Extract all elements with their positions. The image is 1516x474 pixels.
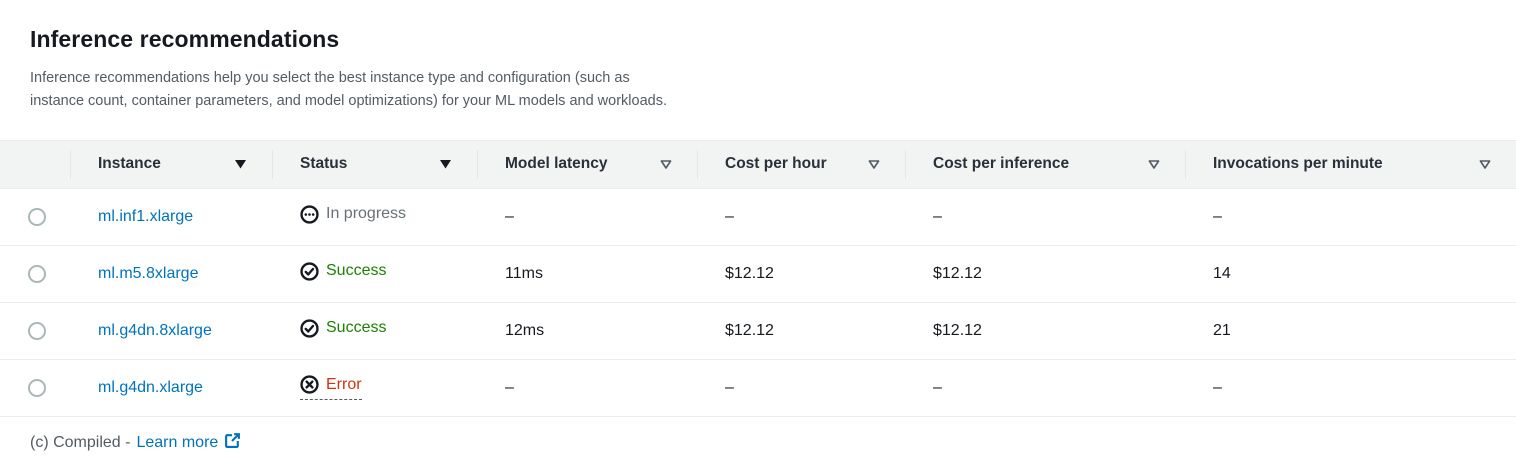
success-check-icon — [300, 319, 319, 338]
column-label: Invocations per minute — [1213, 155, 1383, 173]
table-header-row: Instance Status Model latency Cost per h… — [0, 139, 1516, 189]
learn-more-link[interactable]: Learn more — [136, 432, 241, 454]
model-latency-cell: – — [505, 207, 514, 225]
sortable-icon[interactable] — [1148, 160, 1160, 169]
column-label: Status — [300, 155, 348, 173]
panel-description: Inference recommendations help you selec… — [30, 67, 1486, 113]
column-header-status[interactable]: Status — [272, 141, 477, 188]
status-label: Error — [326, 375, 362, 393]
sortable-icon[interactable] — [868, 160, 880, 169]
cost-per-hour-cell: $12.12 — [725, 321, 774, 339]
status-cell: Success — [272, 262, 477, 286]
instance-link[interactable]: ml.m5.8xlarge — [98, 264, 199, 282]
column-label: Instance — [98, 155, 161, 173]
page-title: Inference recommendations — [30, 26, 340, 52]
model-latency-cell: 12ms — [505, 321, 545, 339]
invocations-per-minute-cell: 14 — [1213, 264, 1231, 282]
error-status-tooltip-trigger[interactable]: Error — [300, 375, 362, 401]
cost-per-inference-cell: $12.12 — [933, 264, 982, 282]
column-label: Cost per inference — [933, 155, 1070, 173]
cost-per-inference-cell: $12.12 — [933, 321, 982, 339]
status-cell: Success — [272, 319, 477, 343]
cost-per-inference-cell: – — [933, 207, 942, 225]
cost-per-inference-cell: – — [933, 378, 942, 396]
column-label: Model latency — [505, 155, 608, 173]
row-select-cell — [0, 378, 70, 397]
cost-per-hour-cell: $12.12 — [725, 264, 774, 282]
invocations-per-minute-cell: – — [1213, 207, 1222, 225]
row-select-cell — [0, 264, 70, 283]
compiled-note: (c) Compiled - — [30, 433, 131, 451]
instance-cell: ml.inf1.xlarge — [70, 208, 272, 226]
learn-more-label: Learn more — [136, 433, 219, 451]
status-label: Success — [326, 262, 387, 280]
status-label: Success — [326, 319, 387, 337]
instance-cell: ml.m5.8xlarge — [70, 265, 272, 283]
instance-link[interactable]: ml.g4dn.8xlarge — [98, 321, 212, 339]
success-check-icon — [300, 262, 319, 281]
cost-per-hour-cell: – — [725, 207, 734, 225]
status-cell: Error — [272, 375, 477, 401]
column-header-invocations-per-minute[interactable]: Invocations per minute — [1185, 141, 1516, 188]
invocations-per-minute-cell: – — [1213, 378, 1222, 396]
column-header-model-latency[interactable]: Model latency — [477, 141, 697, 188]
instance-link[interactable]: ml.g4dn.xlarge — [98, 378, 203, 396]
error-x-icon — [300, 375, 319, 394]
recommendations-table: Instance Status Model latency Cost per h… — [0, 139, 1516, 417]
model-latency-cell: – — [505, 378, 514, 396]
sortable-icon[interactable] — [1479, 160, 1491, 169]
panel-description-line2: instance count, container parameters, an… — [30, 92, 667, 109]
table-row: ml.g4dn.xlarge Error – – – – — [0, 359, 1516, 417]
column-header-cost-per-inference[interactable]: Cost per inference — [905, 141, 1185, 188]
model-latency-cell: 11ms — [505, 264, 543, 282]
in-progress-icon — [300, 205, 319, 224]
column-header-cost-per-hour[interactable]: Cost per hour — [697, 141, 905, 188]
table-row: ml.m5.8xlarge Success 11ms $12.12 $12.12… — [0, 245, 1516, 303]
panel-description-line1: Inference recommendations help you selec… — [30, 70, 630, 86]
panel-footer: (c) Compiled - Learn more — [0, 417, 1516, 469]
invocations-per-minute-cell: 21 — [1213, 321, 1231, 339]
row-radio-button[interactable] — [28, 378, 46, 397]
sort-descending-icon[interactable] — [234, 159, 247, 169]
instance-link[interactable]: ml.inf1.xlarge — [98, 207, 194, 225]
row-radio-button[interactable] — [28, 321, 46, 340]
sort-descending-icon[interactable] — [439, 159, 452, 169]
sortable-icon[interactable] — [660, 160, 672, 169]
panel-header: Inference recommendations Inference reco… — [0, 0, 1516, 113]
external-link-icon — [224, 432, 241, 454]
selection-column-header — [0, 141, 70, 188]
row-radio-button[interactable] — [28, 207, 46, 226]
table-row: ml.g4dn.8xlarge Success 12ms $12.12 $12.… — [0, 302, 1516, 360]
row-radio-button[interactable] — [28, 264, 46, 283]
cost-per-hour-cell: – — [725, 378, 734, 396]
row-select-cell — [0, 207, 70, 226]
column-label: Cost per hour — [725, 155, 827, 173]
table-row: ml.inf1.xlarge In progress – – – – — [0, 188, 1516, 246]
row-select-cell — [0, 321, 70, 340]
status-label: In progress — [326, 205, 407, 223]
instance-cell: ml.g4dn.8xlarge — [70, 322, 272, 340]
status-cell: In progress — [272, 205, 477, 229]
instance-cell: ml.g4dn.xlarge — [70, 379, 272, 397]
column-header-instance[interactable]: Instance — [70, 141, 272, 188]
